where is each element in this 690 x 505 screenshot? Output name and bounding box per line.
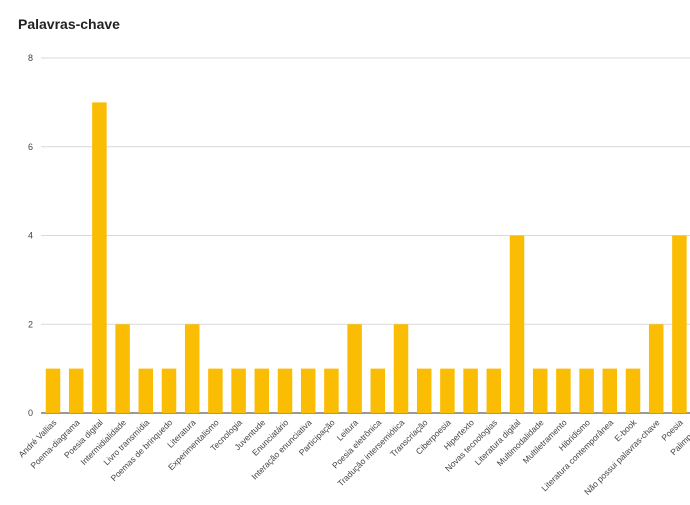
y-tick-label: 4 — [28, 231, 33, 241]
bar — [208, 368, 223, 413]
bar — [324, 368, 339, 413]
bar — [68, 368, 84, 413]
bar — [161, 368, 177, 413]
y-tick-label: 0 — [28, 408, 33, 418]
y-axis-ticks: 0 2 4 6 8 — [28, 53, 33, 418]
bar — [602, 368, 618, 413]
bar — [45, 368, 61, 413]
bar — [625, 368, 641, 413]
bar — [672, 235, 687, 413]
bar — [370, 368, 386, 413]
bar — [277, 368, 293, 413]
y-tick-label: 2 — [28, 319, 33, 329]
gridlines — [41, 57, 690, 414]
bar — [463, 368, 478, 413]
bar — [138, 368, 154, 413]
bar — [416, 368, 432, 413]
bar — [486, 368, 502, 413]
bar — [579, 368, 594, 413]
bar — [115, 324, 130, 413]
bar — [184, 324, 200, 413]
bar — [393, 324, 409, 413]
bar — [556, 368, 571, 413]
bar — [254, 368, 270, 413]
bar — [231, 368, 246, 413]
bar — [347, 324, 362, 413]
bar — [92, 102, 107, 413]
bar — [509, 235, 525, 413]
y-tick-label: 6 — [28, 142, 33, 152]
bars — [45, 102, 687, 413]
chart-title: Palavras-chave — [18, 16, 120, 32]
bar — [648, 324, 664, 413]
bar — [532, 368, 548, 413]
bar — [300, 368, 316, 413]
bar — [440, 368, 455, 413]
y-tick-label: 8 — [28, 53, 33, 63]
